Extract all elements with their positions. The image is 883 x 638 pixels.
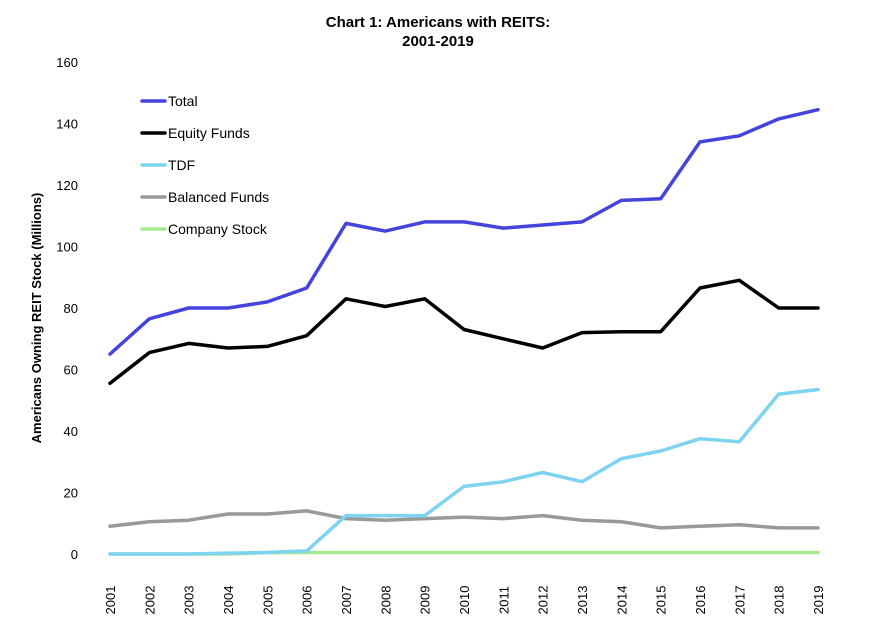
y-tick-label: 0	[71, 547, 78, 562]
x-tick-label: 2019	[811, 586, 826, 615]
y-tick-label: 60	[64, 363, 78, 378]
x-tick-label: 2007	[339, 586, 354, 615]
x-tick-label: 2011	[496, 586, 511, 614]
series-line-total	[108, 107, 820, 356]
series-line-balanced-funds	[108, 509, 820, 530]
y-tick-label: 140	[56, 117, 78, 132]
legend-label: Balanced Funds	[168, 189, 269, 205]
x-tick-label: 2010	[457, 586, 472, 615]
x-tick-label: 2009	[418, 586, 433, 615]
y-tick-label: 80	[64, 301, 78, 316]
legend-label: Company Stock	[168, 221, 268, 237]
x-tick-label: 2015	[654, 586, 669, 615]
y-tick-label: 100	[56, 240, 78, 255]
x-tick-label: 2003	[182, 586, 197, 615]
series-line-equity-funds	[108, 278, 820, 386]
series-lines	[108, 107, 820, 556]
x-tick-label: 2008	[378, 586, 393, 615]
x-tick-label: 2017	[732, 586, 747, 615]
y-tick-label: 160	[56, 55, 78, 70]
x-tick-label: 2002	[142, 586, 157, 615]
y-tick-label: 120	[56, 178, 78, 193]
x-tick-label: 2012	[536, 586, 551, 615]
x-tick-label: 2014	[614, 586, 629, 615]
x-tick-label: 2001	[103, 586, 118, 615]
y-axis-label: Americans Owning REIT Stock (Millions)	[29, 193, 44, 444]
chart-title-line2: 2001-2019	[402, 33, 474, 50]
y-tick-label: 40	[64, 424, 78, 439]
x-tick-label: 2004	[221, 586, 236, 615]
series-line-tdf	[108, 387, 820, 556]
legend-label: Total	[168, 93, 198, 109]
legend-label: Equity Funds	[168, 125, 250, 141]
x-tick-label: 2005	[260, 586, 275, 615]
y-tick-label: 20	[64, 486, 78, 501]
x-tick-label: 2018	[772, 586, 787, 615]
legend: Total Equity Funds TDF Balanced Funds Compan…	[140, 93, 269, 237]
chart-title-line1: Chart 1: Americans with REITS:	[326, 14, 551, 31]
x-tick-label: 2006	[300, 586, 315, 615]
x-tick-label: 2016	[693, 586, 708, 615]
x-axis-ticks: 2001 2002 2003 2004 2005 2006 2007 2008 2009 2010…	[103, 586, 826, 615]
y-axis-ticks: 0 20 40 60 80 100 120 140 160	[56, 55, 78, 562]
x-tick-label: 2013	[575, 586, 590, 615]
legend-label: TDF	[168, 157, 195, 173]
